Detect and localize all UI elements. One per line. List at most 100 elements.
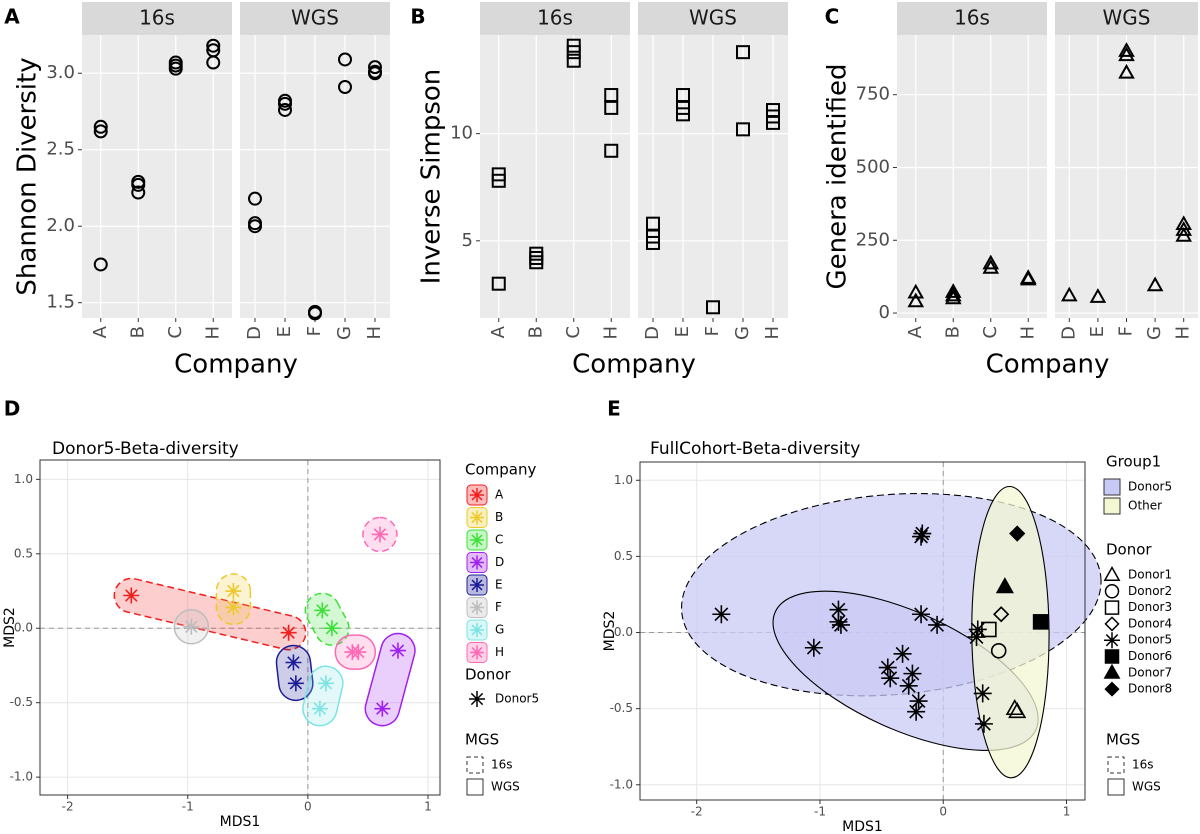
- data-point: [131, 185, 146, 200]
- data-point: [278, 102, 292, 117]
- x-tick-label: G: [334, 326, 355, 340]
- legend-key: [466, 756, 484, 774]
- data-point: [907, 283, 925, 299]
- data-point: [604, 143, 619, 158]
- data-point: [604, 100, 619, 115]
- x-axis-label: Company: [174, 350, 298, 380]
- chart-title: FullCohort-Beta-diversity: [650, 439, 860, 459]
- data-point: [280, 624, 297, 641]
- legend-symbol: [470, 510, 484, 525]
- data-point: [566, 53, 581, 68]
- x-tick-label: F: [702, 326, 723, 336]
- legend-label: Donor5: [1128, 633, 1172, 647]
- y-tick-label: 1.5: [46, 292, 75, 313]
- legend-label: 16s: [1132, 758, 1154, 772]
- x-tick-label: F: [1116, 326, 1137, 336]
- x-tick-label: H: [364, 326, 385, 340]
- x-tick-label: 1: [424, 800, 432, 814]
- data-point: [311, 700, 328, 717]
- group-envelope: [275, 644, 314, 702]
- legend-key: [1107, 778, 1125, 796]
- legend-title: MGS: [1106, 731, 1140, 749]
- data-point: [323, 620, 340, 637]
- x-axis-label: Company: [986, 350, 1110, 380]
- data-point: [314, 602, 331, 619]
- data-point: [706, 300, 720, 315]
- legend-label: Donor5: [1128, 480, 1172, 494]
- strip-label: WGS: [689, 6, 737, 30]
- legend-label: Donor4: [1128, 616, 1172, 630]
- strip-bg: [480, 2, 630, 35]
- panel-letter: B: [410, 5, 425, 29]
- data-point: [912, 527, 931, 546]
- x-axis-label: Company: [572, 350, 696, 380]
- data-point: [93, 119, 108, 134]
- x-tick-label: B: [525, 326, 546, 338]
- panel-letter: D: [4, 397, 21, 421]
- data-point: [1089, 288, 1107, 303]
- y-tick-label: 0.0: [614, 625, 633, 639]
- legend-label: G: [495, 623, 504, 637]
- x-tick-label: 0: [939, 805, 947, 819]
- strip-bg: [240, 2, 390, 35]
- legend-label: E: [495, 578, 503, 592]
- y-tick-label: -1.0: [610, 777, 633, 791]
- panel-bg: [480, 35, 630, 318]
- plot-border: [639, 461, 1086, 801]
- panel-letter: A: [4, 5, 20, 29]
- data-point: [990, 642, 1007, 659]
- x-tick-label: H: [202, 326, 223, 340]
- data-point: [278, 96, 292, 111]
- y-axis-label: Inverse Simpson: [417, 69, 447, 285]
- y-tick-label: 1.0: [14, 472, 33, 486]
- data-point: [287, 675, 304, 692]
- data-point: [995, 577, 1014, 594]
- data-point: [912, 605, 931, 624]
- strip-label: WGS: [1103, 6, 1151, 30]
- data-point: [308, 306, 322, 321]
- legend-label: F: [495, 600, 502, 614]
- x-tick-label: H: [600, 326, 621, 340]
- y-axis-label: MDS2: [2, 607, 18, 648]
- x-axis-label: MDS1: [842, 819, 883, 834]
- legend-symbol: [469, 691, 485, 707]
- x-tick-label: A: [905, 325, 926, 338]
- legend-symbol: [1103, 565, 1121, 581]
- data-point: [225, 583, 242, 600]
- x-tick-label: C: [563, 326, 584, 339]
- data-point: [131, 177, 146, 192]
- y-tick-label: -0.5: [10, 695, 33, 709]
- x-tick-label: H: [762, 326, 783, 340]
- group-envelope: [113, 577, 307, 651]
- y-tick-label: -1.0: [10, 770, 33, 784]
- group-envelope: [215, 573, 252, 626]
- data-point: [206, 38, 221, 53]
- legend-symbol: [470, 600, 484, 615]
- x-tick-label: C: [980, 326, 1001, 339]
- data-point: [368, 60, 382, 75]
- data-point: [913, 524, 932, 543]
- data-point: [248, 219, 262, 234]
- data-point: [491, 173, 506, 188]
- data-point: [646, 235, 660, 250]
- data-point: [736, 45, 750, 60]
- plot-border: [39, 459, 441, 796]
- data-point: [804, 638, 823, 657]
- x-tick-label: H: [1173, 326, 1194, 340]
- data-point: [566, 45, 581, 60]
- legend-symbol: [1104, 632, 1120, 649]
- panel-letter: C: [825, 5, 840, 29]
- data-point: [982, 258, 1000, 274]
- data-point: [736, 122, 750, 137]
- y-axis-label: MDS2: [602, 611, 618, 652]
- legend-label: WGS: [1132, 780, 1161, 794]
- plot-bg: [40, 460, 440, 795]
- data-point: [993, 606, 1010, 623]
- y-tick-label: 250: [856, 229, 890, 250]
- legend-key: [1103, 497, 1121, 515]
- data-point: [206, 55, 221, 70]
- data-point: [829, 600, 848, 619]
- data-point: [374, 700, 391, 717]
- x-tick-label: A: [90, 325, 111, 338]
- x-tick-label: F: [304, 326, 325, 336]
